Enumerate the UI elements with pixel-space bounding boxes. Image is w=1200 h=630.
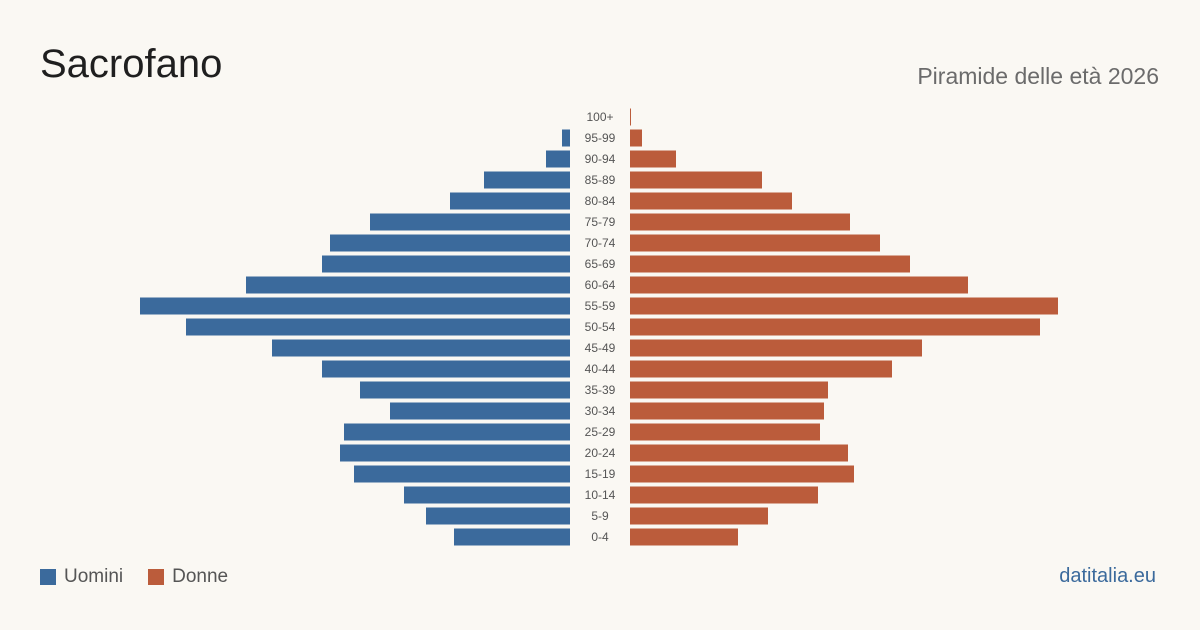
age-label-15-19: 15-19: [585, 467, 616, 481]
age-label-5-9: 5-9: [591, 509, 609, 523]
bar-men-60-64: [246, 276, 570, 294]
age-label-50-54: 50-54: [585, 320, 616, 334]
brand-link[interactable]: datitalia.eu: [1059, 565, 1156, 587]
bar-women-50-54: [630, 318, 1040, 336]
bar-men-5-9: [426, 507, 570, 525]
age-label-0-4: 0-4: [591, 530, 609, 544]
age-label-45-49: 45-49: [585, 341, 616, 355]
bar-men-0-4: [454, 528, 570, 546]
age-label-60-64: 60-64: [585, 278, 616, 292]
bar-women-15-19: [630, 465, 854, 483]
age-label-30-34: 30-34: [585, 404, 616, 418]
bar-men-90-94: [546, 150, 570, 168]
bar-women-55-59: [630, 297, 1058, 315]
bar-men-70-74: [330, 234, 570, 252]
chart-subtitle: Piramide delle età 2026: [917, 63, 1159, 89]
bar-women-45-49: [630, 339, 922, 357]
bar-women-100plus: [630, 108, 631, 126]
bar-men-95-99: [562, 129, 570, 147]
age-label-85-89: 85-89: [585, 173, 616, 187]
bar-women-95-99: [630, 129, 642, 147]
age-label-75-79: 75-79: [585, 215, 616, 229]
bar-women-25-29: [630, 423, 820, 441]
age-label-20-24: 20-24: [585, 446, 616, 460]
bar-women-40-44: [630, 360, 892, 378]
legend-label-women: Donne: [172, 566, 229, 587]
page-title: Sacrofano: [40, 42, 223, 86]
bar-men-80-84: [450, 192, 570, 210]
bar-women-20-24: [630, 444, 848, 462]
age-label-35-39: 35-39: [585, 383, 616, 397]
bar-men-85-89: [484, 171, 570, 189]
bar-men-50-54: [186, 318, 570, 336]
bar-women-0-4: [630, 528, 738, 546]
chart-legend: Uomini Donne: [40, 566, 253, 588]
legend-item-women: Donne: [148, 566, 228, 588]
bar-men-55-59: [140, 297, 570, 315]
bar-women-35-39: [630, 381, 828, 399]
bar-men-35-39: [360, 381, 570, 399]
bar-men-40-44: [322, 360, 570, 378]
bar-men-75-79: [370, 213, 570, 231]
age-label-95-99: 95-99: [585, 131, 616, 145]
bar-women-85-89: [630, 171, 762, 189]
bar-women-65-69: [630, 255, 910, 273]
age-label-40-44: 40-44: [585, 362, 616, 376]
age-label-10-14: 10-14: [585, 488, 616, 502]
legend-swatch-men: [40, 569, 56, 585]
age-label-55-59: 55-59: [585, 299, 616, 313]
age-label-100plus: 100+: [586, 110, 613, 124]
bar-men-20-24: [340, 444, 570, 462]
bar-women-75-79: [630, 213, 850, 231]
legend-label-men: Uomini: [64, 566, 124, 587]
bar-men-15-19: [354, 465, 570, 483]
bar-men-30-34: [390, 402, 570, 420]
bar-women-90-94: [630, 150, 676, 168]
bar-women-10-14: [630, 486, 818, 504]
bar-women-30-34: [630, 402, 824, 420]
bar-women-70-74: [630, 234, 880, 252]
legend-item-men: Uomini: [40, 566, 123, 588]
bar-men-45-49: [272, 339, 570, 357]
age-label-65-69: 65-69: [585, 257, 616, 271]
legend-swatch-women: [148, 569, 165, 585]
age-label-90-94: 90-94: [585, 152, 616, 166]
age-label-25-29: 25-29: [585, 425, 616, 439]
age-label-70-74: 70-74: [585, 236, 616, 250]
bar-men-25-29: [344, 423, 570, 441]
bar-women-80-84: [630, 192, 792, 210]
bar-women-5-9: [630, 507, 768, 525]
age-label-80-84: 80-84: [585, 194, 616, 208]
bar-men-65-69: [322, 255, 570, 273]
bar-women-60-64: [630, 276, 968, 294]
bar-men-10-14: [404, 486, 570, 504]
